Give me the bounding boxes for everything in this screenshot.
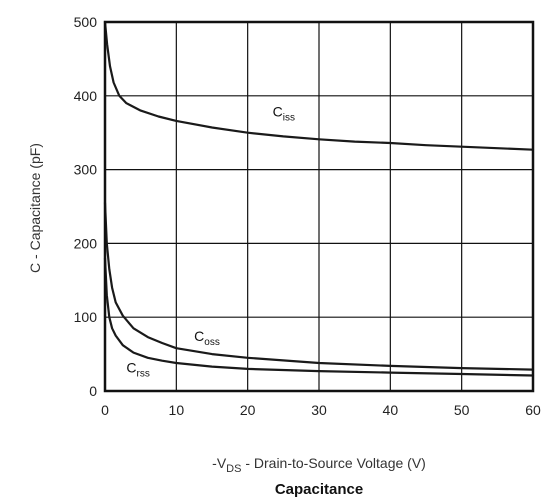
x-tick-label-5: 50 — [454, 402, 470, 418]
series-line-coss — [103, 201, 535, 371]
y-tick-label-1: 100 — [74, 309, 98, 325]
x-axis-title-subscript: DS — [226, 463, 241, 475]
series-label-ciss: Ciss — [273, 103, 295, 123]
series-label-coss: Coss — [194, 328, 220, 348]
series-label-main-ciss: C — [273, 103, 283, 119]
y-tick-label-4: 400 — [74, 88, 98, 104]
y-tick-label-3: 300 — [74, 162, 98, 178]
series-line-ciss — [103, 20, 535, 151]
y-tick-label-2: 200 — [74, 235, 98, 251]
x-tick-label-6: 60 — [525, 402, 541, 418]
x-tick-label-4: 40 — [383, 402, 399, 418]
series-label-main-crss: C — [126, 360, 136, 376]
x-tick-label-3: 30 — [311, 402, 327, 418]
chart-title: Capacitance — [275, 481, 363, 498]
series-label-sub-crss: rss — [137, 369, 150, 380]
series-label-crss: Crss — [126, 360, 149, 380]
series-label-main-coss: C — [194, 328, 204, 344]
x-tick-label-2: 20 — [240, 402, 256, 418]
x-axis-title-suffix: - Drain-to-Source Voltage (V) — [241, 455, 425, 471]
x-axis-title: -VDS - Drain-to-Source Voltage (V) — [212, 455, 426, 475]
plot-frame — [103, 20, 535, 393]
series-curves — [103, 20, 535, 377]
y-axis-title: C - Capacitance (pF) — [27, 143, 43, 273]
y-tick-label-5: 500 — [74, 14, 98, 30]
x-axis-title-prefix: -V — [212, 455, 227, 471]
series-label-sub-coss: oss — [204, 337, 220, 348]
y-tick-label-0: 0 — [89, 383, 97, 399]
series-label-sub-ciss: iss — [283, 112, 295, 123]
series-line-crss — [103, 257, 535, 377]
grid-lines — [104, 21, 534, 392]
x-tick-label-0: 0 — [101, 402, 109, 418]
tick-labels: 0 10 20 30 40 50 60 0 100 200 300 400 500 — [74, 14, 541, 418]
x-tick-label-1: 10 — [169, 402, 185, 418]
